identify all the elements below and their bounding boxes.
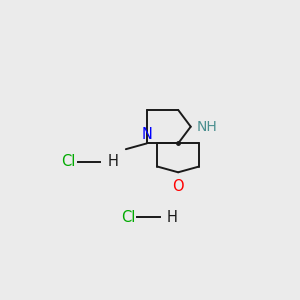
Text: H: H: [167, 210, 177, 225]
Text: Cl: Cl: [121, 210, 135, 225]
Text: N: N: [141, 127, 152, 142]
Text: NH: NH: [196, 120, 217, 134]
Text: Cl: Cl: [61, 154, 76, 169]
Text: O: O: [172, 179, 184, 194]
Text: H: H: [107, 154, 118, 169]
